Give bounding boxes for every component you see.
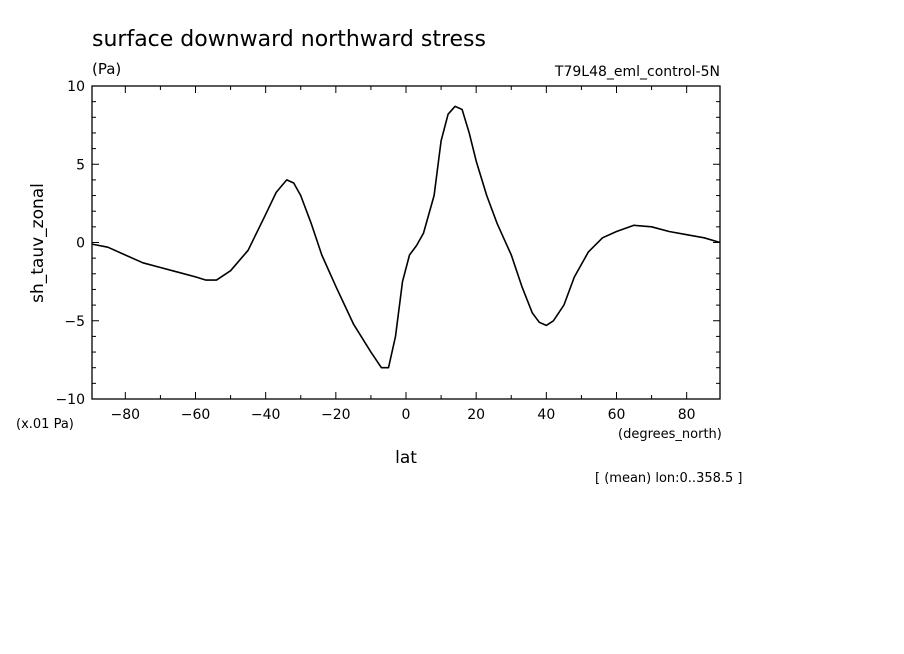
x-tick-label: −80 (111, 407, 141, 423)
x-tick-label: 20 (467, 407, 485, 423)
y-tick-label: 10 (67, 79, 85, 95)
y-tick-label: −5 (64, 314, 85, 330)
x-tick-label: 60 (608, 407, 626, 423)
x-tick-label: −20 (321, 407, 351, 423)
x-axis-label: lat (395, 448, 417, 468)
chart-units: (Pa) (92, 60, 121, 78)
x-tick-label: −60 (181, 407, 211, 423)
y-scale-note: (x.01 Pa) (16, 417, 74, 432)
x-tick-label: 40 (537, 407, 555, 423)
y-tick-label: 5 (76, 157, 85, 173)
axis-ticks (92, 85, 720, 400)
x-tick-label: −40 (251, 407, 281, 423)
experiment-label: T79L48_eml_control-5N (554, 64, 720, 80)
y-axis-label: sh_tauv_zonal (28, 183, 48, 303)
x-tick-label: 0 (402, 407, 411, 423)
series-line (91, 105, 721, 369)
x-units-label: (degrees_north) (618, 427, 722, 442)
footnote: [ (mean) lon:0..358.5 ] (595, 471, 743, 486)
chart-title: surface downward northward stress (92, 27, 486, 52)
y-tick-labels: −10 −5 0 5 10 (55, 79, 85, 408)
plot-frame (91, 85, 721, 400)
x-tick-labels: −80 −60 −40 −20 0 20 40 60 80 (111, 407, 696, 423)
x-tick-label: 80 (678, 407, 696, 423)
y-tick-label: 0 (76, 236, 85, 252)
y-tick-label: −10 (55, 392, 85, 408)
